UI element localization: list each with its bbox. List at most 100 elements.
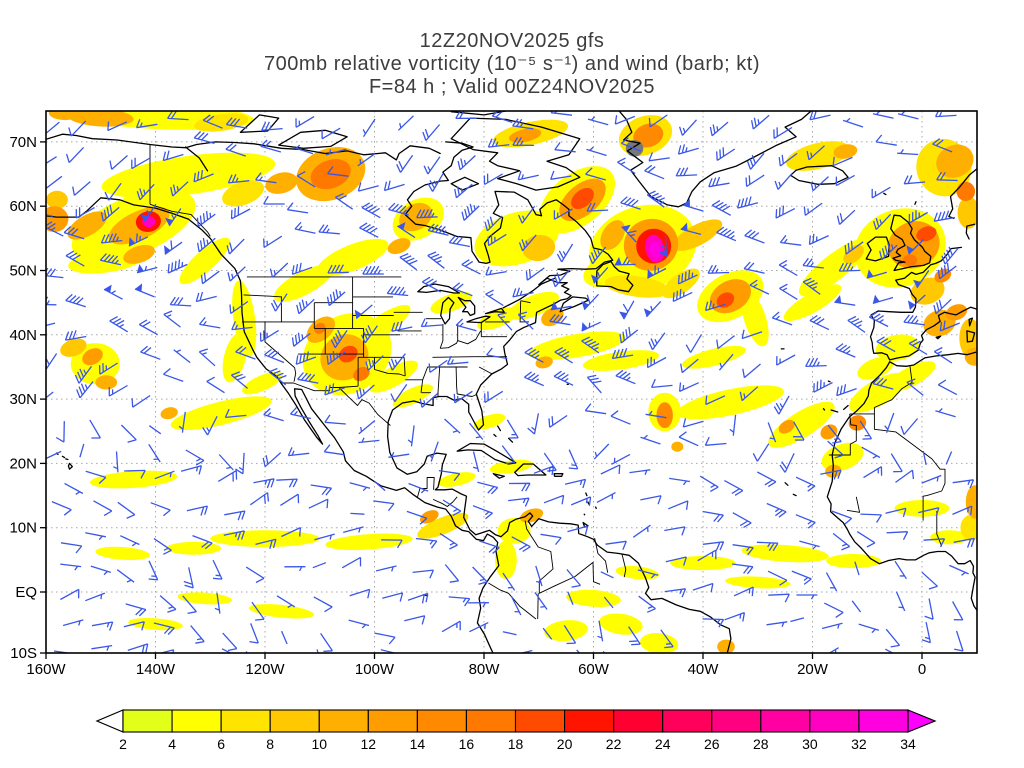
wind-barb [952,601,964,621]
wind-barb [46,322,56,327]
wind-barb [214,592,221,614]
wind-barb [190,625,205,644]
wind-barb [831,510,853,525]
wind-barb [617,157,636,175]
vorticity-blob [222,332,248,383]
lat-tick-label: 30N [9,391,37,408]
wind-barb [709,121,729,137]
wind-barb [752,443,770,462]
wind-barb [120,424,137,443]
colorbar-cell [662,709,713,733]
border-line [873,413,946,521]
vorticity-blob [662,268,700,299]
coastline [830,409,839,413]
vorticity-blob [430,291,472,314]
wind-barb-pennant [619,311,628,320]
wind-barb [638,658,647,678]
wind-barb [895,469,915,483]
wind-barb [318,224,340,235]
wind-barb [716,226,737,242]
colorbar-cell [760,709,811,733]
colorbar-value-label: 4 [168,736,176,752]
wind-barb [64,482,84,495]
wind-barb [851,600,862,613]
coastline [585,492,588,497]
wind-barb [270,293,288,312]
vorticity-blob [535,356,553,369]
wind-barb [280,493,300,506]
wind-barb [542,627,553,640]
wind-barb-pennant [906,245,914,255]
colorbar-value-label: 28 [753,736,769,752]
border-line [416,477,435,499]
wind-barb [702,541,725,551]
wind-barb [98,362,119,375]
coastline [792,493,797,497]
wind-barb [196,210,216,228]
vorticity-blob [682,345,746,369]
wind-barb-pennant [647,269,654,279]
wind-barb [774,173,793,190]
colorbar-cell [269,709,320,733]
wind-barb [858,623,879,634]
wind-barb [117,501,136,519]
wind-barb [838,262,861,272]
border-line [338,385,359,388]
coastline [61,455,66,459]
wind-barb [442,499,462,516]
wind-barb-pennant [140,213,149,222]
wind-barb [586,374,602,394]
wind-barb [46,221,64,237]
wind-barb [685,334,702,353]
coastline [278,129,348,149]
vorticity-blob [821,442,864,472]
wind-barb [953,537,975,548]
wind-barb [563,625,577,645]
wind-barb [551,270,570,288]
wind-barb [131,394,151,408]
wind-barb [621,226,637,243]
border-line [828,413,857,456]
wind-barb [46,353,58,371]
wind-barb [637,569,659,579]
wind-barb [884,412,895,433]
wind-barb [281,527,302,538]
coastline [417,283,461,294]
wind-barb-pennant [104,284,112,293]
border-line [432,356,475,358]
vorticity-blob [160,407,178,420]
wind-barb [422,124,441,141]
wind-barb [46,214,53,217]
political-borders-layer [149,144,946,620]
wind-barb [885,507,907,518]
wind-barb [397,225,416,239]
wind-barb [124,469,146,479]
wind-barb [407,425,415,447]
wind-barb [99,253,122,266]
colorbar-cell [318,709,369,733]
wind-barb [55,421,65,443]
wind-barb [312,562,327,569]
wind-barb [487,138,510,148]
wind-barb [629,469,651,475]
wind-barb [64,330,87,341]
vorticity-blob [316,238,389,277]
wind-barb [109,155,128,170]
wind-barb [407,592,429,604]
wind-barb [420,318,443,328]
coastline [456,442,517,465]
vorticity-blob [894,500,950,517]
wind-barb [908,238,925,255]
vorticity-blob [848,415,867,431]
wind-barb [138,319,159,336]
wind-barb [802,257,824,269]
wind-barb [585,167,606,181]
vorticity-blob [60,338,87,357]
colorbar-cell [858,709,909,733]
border-line [437,366,441,397]
wind-barb [341,556,362,569]
wind-barb [739,386,759,402]
wind-barb [428,441,439,462]
coastline [239,114,280,133]
